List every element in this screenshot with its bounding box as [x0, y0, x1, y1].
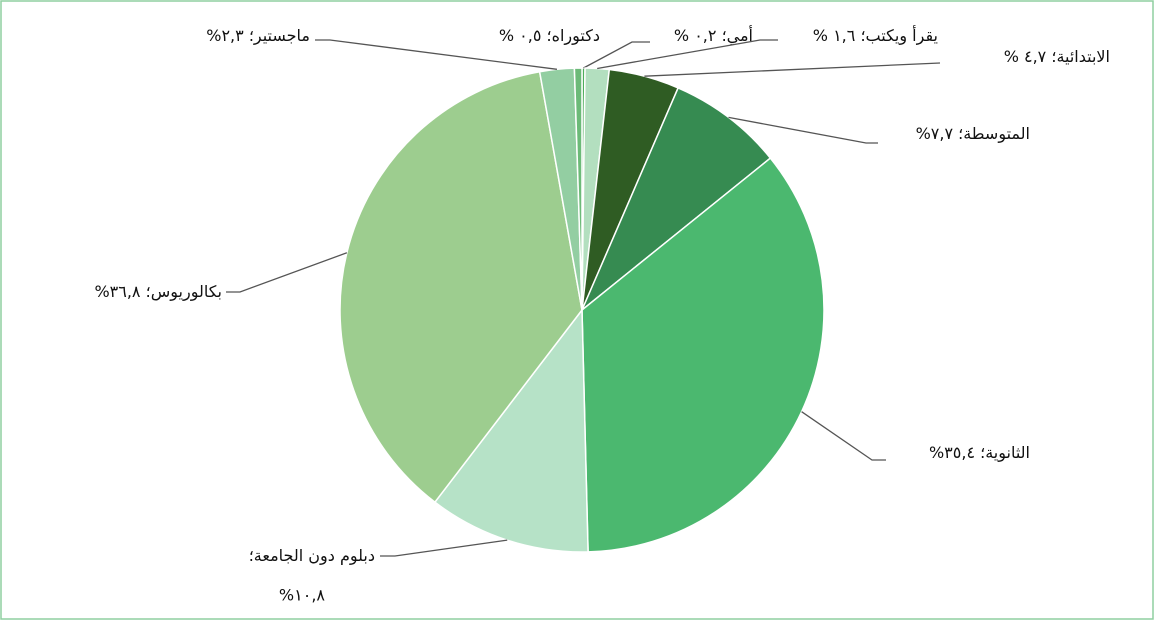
- slice-category: المتوسطة؛: [958, 124, 1030, 144]
- slice-value-label: ٠,٢ %: [674, 26, 717, 45]
- leader-line: [583, 41, 650, 69]
- slice-value-label: ١٠,٨%: [279, 586, 325, 605]
- leader-line: [801, 411, 886, 461]
- slice-label: الثانوية؛ ٣٥,٤%: [929, 443, 1030, 463]
- slice-label: ماجستير؛ ٢,٣%: [206, 26, 310, 46]
- leader-line: [380, 539, 508, 557]
- leader-line: [644, 62, 941, 77]
- slice-value-label: ٣٥,٤%: [929, 443, 975, 462]
- slice-label: الابتدائية؛ ٤,٧ %: [1004, 47, 1110, 66]
- slice-value-label: ٤,٧ %: [1004, 47, 1047, 66]
- slice-value-label: ١,٦ %: [813, 26, 856, 45]
- leader-line: [315, 39, 558, 70]
- slice-label: بكالوريوس؛ ٣٦,٨%: [94, 282, 222, 302]
- slice-category: الابتدائية؛: [1051, 47, 1110, 66]
- slice-category: دكتوراه؛: [547, 26, 600, 46]
- pie-slice: [573, 67, 583, 311]
- slice-value-label: ٣٦,٨%: [94, 282, 140, 301]
- slice-label: أمي؛ ٠,٢ %: [674, 25, 753, 46]
- leader-line: [597, 39, 778, 70]
- slice-category: الثانوية؛: [980, 443, 1030, 463]
- slice-value-label: ٧,٧%: [916, 124, 954, 143]
- slice-category: أمي؛: [722, 25, 753, 46]
- leader-line: [226, 252, 348, 293]
- slice-category: يقرأ ويكتب؛: [860, 25, 938, 46]
- slice-value-label: ٢,٣%: [206, 26, 244, 45]
- slice-value-label: ٠,٥ %: [499, 26, 542, 45]
- slice-label: دكتوراه؛ ٠,٥ %: [499, 26, 600, 46]
- slice-label: يقرأ ويكتب؛ ١,٦ %: [813, 25, 938, 46]
- pie-slice: [433, 307, 589, 553]
- slice-label: دبلوم دون الجامعة؛: [249, 546, 375, 566]
- slice-category: دبلوم دون الجامعة؛: [249, 546, 375, 566]
- slice-label: المتوسطة؛ ٧,٧%: [916, 124, 1030, 144]
- leader-line: [728, 116, 878, 144]
- slice-category: ماجستير؛: [249, 26, 310, 46]
- slice-category: بكالوريوس؛: [146, 282, 222, 302]
